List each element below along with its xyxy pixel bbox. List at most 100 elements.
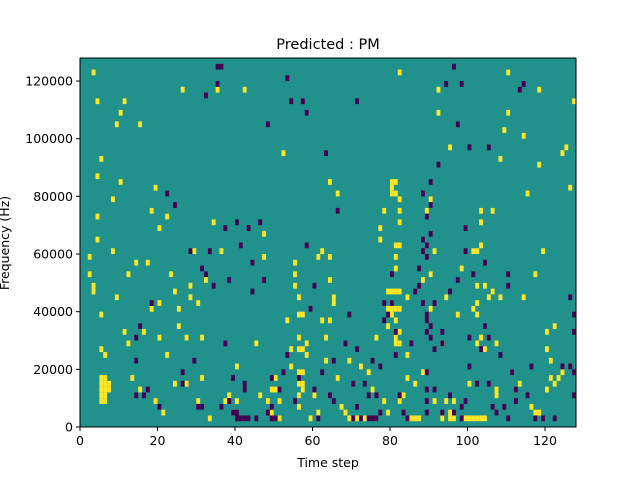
heatmap-cell-high: [475, 415, 480, 422]
heatmap-cell-high: [405, 352, 410, 358]
heatmap-cell-high: [393, 334, 398, 341]
heatmap-cell-high: [111, 248, 115, 255]
heatmap-cell-low: [359, 415, 363, 422]
heatmap-cell-low: [165, 190, 170, 197]
heatmap-cell-low: [417, 282, 421, 289]
heatmap-cell-high: [118, 179, 123, 185]
heatmap-cell-low: [355, 98, 359, 105]
heatmap-cell-high: [300, 369, 305, 376]
heatmap-cell-low: [297, 375, 301, 381]
heatmap-cell-high: [316, 254, 321, 260]
heatmap-cell-high: [331, 300, 336, 306]
heatmap-cell-high: [320, 317, 325, 324]
heatmap-cell-high: [180, 86, 185, 93]
heatmap-cell-low: [269, 415, 274, 422]
heatmap-cell-high: [390, 288, 394, 295]
heatmap-cell-low: [486, 144, 491, 151]
y-tick-label: 100000: [25, 131, 73, 146]
heatmap-cell-low: [405, 415, 410, 422]
heatmap-cell-high: [548, 375, 553, 381]
x-tick-label: 100: [456, 433, 480, 448]
heatmap-cell-high: [417, 415, 421, 422]
heatmap-cell-low: [304, 109, 309, 116]
heatmap-cell-low: [440, 340, 445, 347]
heatmap-cell-high: [382, 207, 387, 214]
heatmap-cell-low: [328, 392, 332, 399]
heatmap-cell-high: [204, 277, 208, 283]
heatmap-cell-high: [339, 403, 344, 410]
heatmap-cell-low: [525, 392, 530, 399]
heatmap-cell-high: [176, 323, 181, 329]
heatmap-cell-low: [231, 409, 235, 416]
heatmap-cell-high: [176, 305, 181, 312]
heatmap-cell-high: [289, 363, 294, 370]
heatmap-cell-low: [533, 415, 538, 422]
heatmap-cell-low: [304, 242, 309, 249]
heatmap-cell-high: [359, 363, 363, 370]
heatmap-cell-low: [196, 403, 201, 410]
y-tick-label: 60000: [33, 247, 73, 262]
heatmap-cell-high: [118, 109, 123, 116]
heatmap-cell-high: [297, 294, 301, 301]
heatmap-cell-high: [297, 311, 301, 318]
heatmap-cell-high: [223, 398, 228, 404]
heatmap-cell-high: [483, 346, 487, 353]
heatmap-cell-low: [440, 409, 445, 416]
heatmap-cell-low: [331, 357, 336, 364]
heatmap-cell-high: [413, 380, 418, 387]
heatmap-cell-high: [545, 386, 549, 393]
heatmap-cell-high: [428, 271, 433, 278]
heatmap-cell-high: [235, 398, 239, 404]
heatmap-cell-low: [351, 415, 356, 422]
heatmap-cell-low: [331, 398, 336, 404]
heatmap-cell-low: [223, 340, 228, 347]
heatmap-cell-high: [471, 305, 476, 312]
heatmap-cell-high: [421, 277, 425, 283]
heatmap-cell-high: [142, 328, 146, 335]
heatmap-cell-high: [362, 415, 367, 422]
heatmap-cell-high: [95, 213, 100, 220]
heatmap-cell-high: [273, 386, 278, 393]
heatmap-cell-high: [405, 294, 410, 301]
heatmap-cell-low: [428, 179, 433, 185]
heatmap-cell-high: [304, 352, 309, 358]
heatmap-cell-high: [149, 305, 154, 312]
heatmap-cell-high: [452, 398, 456, 404]
heatmap-cell-high: [397, 242, 402, 249]
heatmap-cell-low: [200, 403, 204, 410]
heatmap-cell-high: [432, 248, 437, 255]
heatmap-cell-low: [463, 248, 468, 255]
heatmap-cell-high: [95, 236, 100, 243]
heatmap-cell-high: [161, 409, 166, 416]
heatmap-cell-high: [452, 415, 456, 422]
heatmap-cell-high: [157, 334, 162, 341]
heatmap-cell-high: [448, 409, 452, 416]
heatmap-cell-high: [258, 392, 263, 399]
heatmap-cell-high: [335, 190, 340, 197]
heatmap-cell-low: [366, 415, 371, 422]
heatmap-cell-low: [300, 98, 305, 105]
heatmap-cell-high: [506, 69, 511, 76]
heatmap-cell-low: [413, 288, 418, 295]
heatmap-cell-low: [424, 311, 429, 318]
heatmap-cell-high: [95, 173, 100, 180]
heatmap-cell-low: [308, 305, 313, 312]
heatmap-cell-low: [134, 392, 139, 399]
heatmap-cell-low: [471, 271, 476, 278]
heatmap-cell-high: [568, 184, 573, 191]
heatmap-cell-low: [254, 415, 259, 422]
heatmap-cell-high: [448, 144, 452, 151]
heatmap-cell-high: [138, 121, 142, 128]
heatmap-cell-low: [463, 225, 468, 231]
heatmap-cell-low: [235, 409, 239, 416]
heatmap-cell-high: [122, 98, 127, 105]
heatmap-cell-low: [242, 386, 247, 393]
heatmap-cell-high: [289, 346, 294, 353]
heatmap-cell-high: [572, 98, 576, 105]
heatmap-cell-low: [424, 254, 429, 260]
heatmap-cell-low: [246, 225, 251, 231]
heatmap-cell-high: [393, 242, 398, 249]
heatmap-cell-low: [506, 415, 511, 422]
heatmap-cell-low: [378, 363, 383, 370]
heatmap-cell-high: [390, 311, 394, 318]
